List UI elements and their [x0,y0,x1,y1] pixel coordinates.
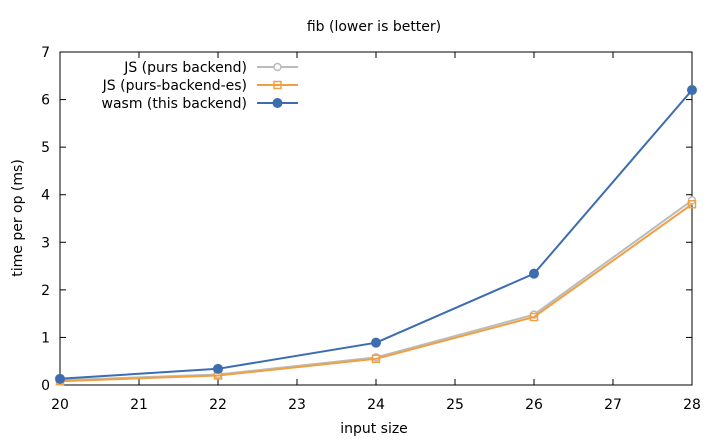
y-tick-label: 7 [41,45,50,61]
data-point [529,312,539,322]
legend: JS (purs backend) JS (purs-backend-es) was… [102,60,298,112]
legend-marker [272,98,283,108]
legend-marker [273,62,282,72]
data-point [687,199,697,209]
data-point [55,373,65,384]
legend-label: JS (purs backend) [123,60,247,76]
y-axis-label: time per op (ms) [10,159,26,277]
y-tick-label: 0 [41,378,50,394]
legend-marker [273,80,282,90]
data-point [529,268,539,279]
x-tick-label: 21 [130,397,148,413]
x-tick-label: 22 [209,397,227,413]
x-tick-label: 20 [51,397,69,413]
y-tick-label: 6 [41,93,50,109]
data-point [213,363,223,374]
series-layer [55,85,697,386]
data-point [371,354,381,364]
y-tick-label: 3 [41,235,50,251]
data-point [371,337,381,348]
x-tick-label: 28 [683,397,701,413]
y-tick-label: 2 [41,283,50,299]
x-tick-label: 24 [367,397,385,413]
data-point [687,85,697,96]
legend-label: JS (purs-backend-es) [102,78,247,94]
series-line [59,89,693,380]
x-axis-label: input size [340,421,408,437]
x-tick-label: 27 [604,397,622,413]
x-tick-label: 25 [446,397,464,413]
x-tick-label: 23 [288,397,306,413]
series-3 [55,85,697,384]
y-tick-label: 5 [41,140,50,156]
x-tick-label: 26 [525,397,543,413]
y-tick-label: 4 [41,188,50,204]
series-line [59,203,693,383]
legend-label: wasm (this backend) [102,96,247,112]
chart-title: fib (lower is better) [307,19,441,35]
y-tick-label: 1 [41,330,50,346]
